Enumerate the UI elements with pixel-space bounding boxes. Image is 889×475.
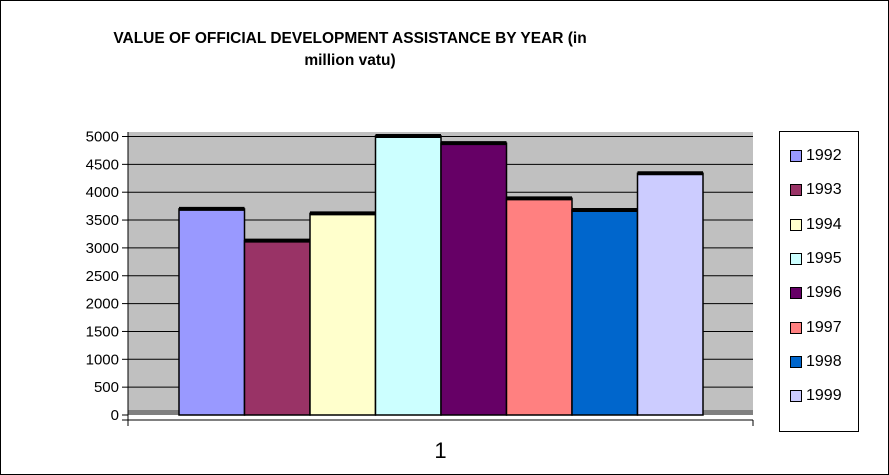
y-tick-label: 500 [94,379,119,396]
legend-item-1998: 1998 [790,352,842,372]
legend-swatch [790,252,802,265]
legend-swatch [790,287,802,300]
legend-item-1993: 1993 [790,180,842,200]
legend-label: 1995 [806,249,842,267]
y-axis-ticks: 0 500 1000 1500 2000 2500 3000 3500 4000 4500 5000 [86,129,128,424]
y-tick-label: 3000 [86,240,119,257]
y-tick-label: 2000 [86,296,119,313]
legend-swatch [790,390,802,403]
bar-1992 [178,208,246,416]
y-tick-label: 0 [111,407,119,424]
bar-1996 [440,142,508,416]
legend-item-1995: 1995 [790,249,842,269]
legend-swatch [790,218,802,231]
legend-swatch [790,355,802,368]
bar-1995 [374,135,442,416]
legend-label: 1996 [806,284,842,302]
y-tick-label: 4500 [86,156,119,173]
bar-1999 [636,172,704,416]
legend-item-1999: 1999 [790,386,842,406]
y-tick-label: 1000 [86,351,119,368]
legend-label: 1993 [806,181,842,199]
legend-item-1992: 1992 [790,146,842,166]
legend-item-1997: 1997 [790,318,842,338]
y-tick-label: 5000 [86,129,119,146]
bar-1997 [505,197,573,416]
legend-item-1996: 1996 [790,283,842,303]
legend-swatch [790,321,802,334]
y-tick-label: 3500 [86,212,119,229]
legend-swatch [790,184,802,197]
legend-item-1994: 1994 [790,215,842,235]
legend-label: 1997 [806,318,842,336]
bar-1994 [309,212,377,416]
bar-1993 [243,239,311,416]
x-axis-ticks: 1 [127,420,754,463]
legend: 1992 1993 1994 1995 1996 1997 1998 1999 [779,131,859,432]
chart-title: VALUE OF OFFICIAL DEVELOPMENT ASSISTANCE… [113,30,587,69]
legend-label: 1999 [806,387,842,405]
bars [178,133,704,416]
legend-label: 1992 [806,147,842,164]
legend-label: 1998 [806,352,842,370]
legend-swatch [790,150,802,162]
bar-1998 [571,209,639,416]
x-category-label: 1 [434,438,446,463]
y-tick-label: 1500 [86,323,119,340]
y-tick-label: 4000 [86,184,119,201]
y-tick-label: 2500 [86,268,119,285]
legend-label: 1994 [806,215,842,233]
